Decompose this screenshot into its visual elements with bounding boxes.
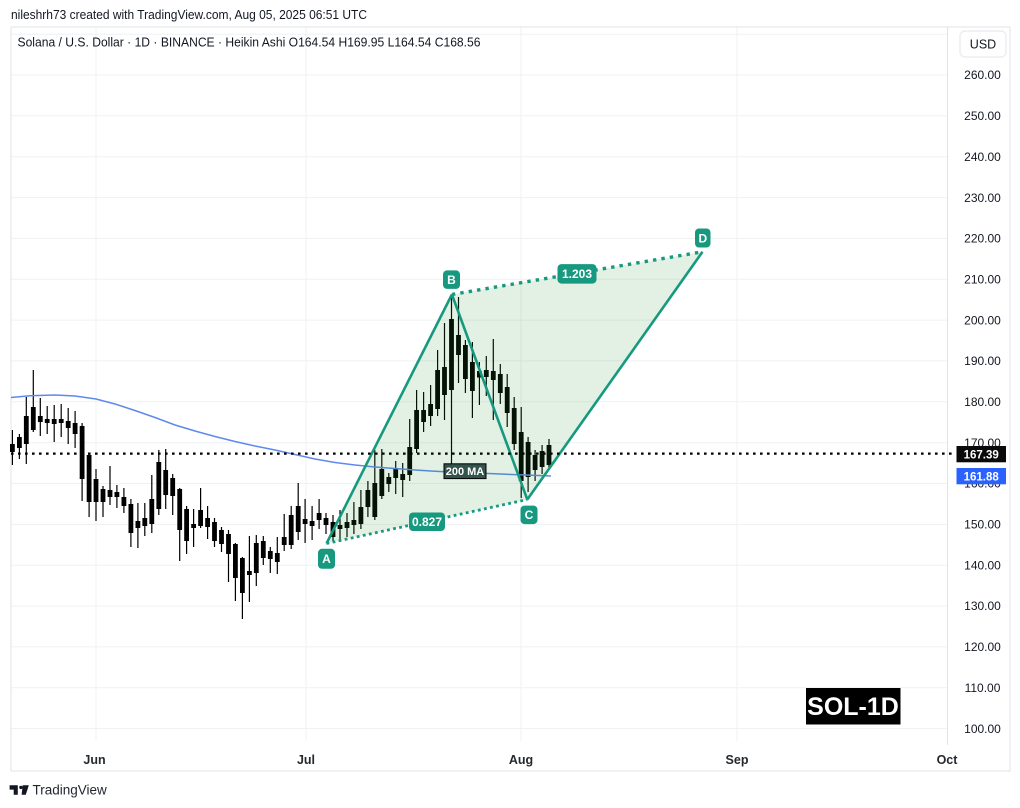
svg-text:190.00: 190.00 [964, 354, 1001, 368]
svg-text:TradingView: TradingView [33, 783, 108, 798]
svg-text:SOL-1D: SOL-1D [807, 693, 899, 721]
svg-text:110.00: 110.00 [965, 681, 1001, 695]
svg-text:Jul: Jul [297, 753, 315, 767]
svg-text:180.00: 180.00 [964, 395, 1001, 409]
svg-text:Jun: Jun [83, 753, 105, 767]
svg-text:A: A [322, 552, 331, 566]
svg-text:150.00: 150.00 [964, 518, 1001, 532]
svg-text:100.00: 100.00 [964, 722, 1001, 736]
svg-text:Oct: Oct [937, 753, 959, 767]
svg-text:200 MA: 200 MA [446, 466, 485, 478]
svg-text:210.00: 210.00 [964, 272, 1001, 286]
svg-text:Sep: Sep [726, 753, 749, 767]
svg-text:1.203: 1.203 [562, 267, 592, 281]
svg-text:C: C [525, 508, 534, 522]
svg-text:Solana / U.S. Dollar · 1D · BI: Solana / U.S. Dollar · 1D · BINANCE · He… [18, 36, 481, 50]
svg-text:240.00: 240.00 [964, 150, 1001, 164]
svg-text:140.00: 140.00 [964, 558, 1001, 572]
svg-text:167.39: 167.39 [964, 449, 999, 461]
svg-text:230.00: 230.00 [964, 191, 1001, 205]
svg-text:D: D [698, 231, 707, 245]
svg-text:220.00: 220.00 [964, 232, 1001, 246]
svg-text:B: B [447, 273, 456, 287]
svg-text:nileshrh73 created with Tradin: nileshrh73 created with TradingView.com,… [11, 7, 367, 22]
svg-text:Aug: Aug [509, 753, 533, 767]
svg-text:260.00: 260.00 [964, 68, 1001, 82]
svg-text:130.00: 130.00 [964, 599, 1001, 613]
svg-text:120.00: 120.00 [964, 640, 1001, 654]
svg-text:200.00: 200.00 [964, 313, 1001, 327]
svg-text:161.88: 161.88 [964, 471, 1000, 483]
svg-text:0.827: 0.827 [412, 515, 442, 529]
svg-text:USD: USD [970, 38, 996, 52]
svg-text:250.00: 250.00 [964, 109, 1001, 123]
